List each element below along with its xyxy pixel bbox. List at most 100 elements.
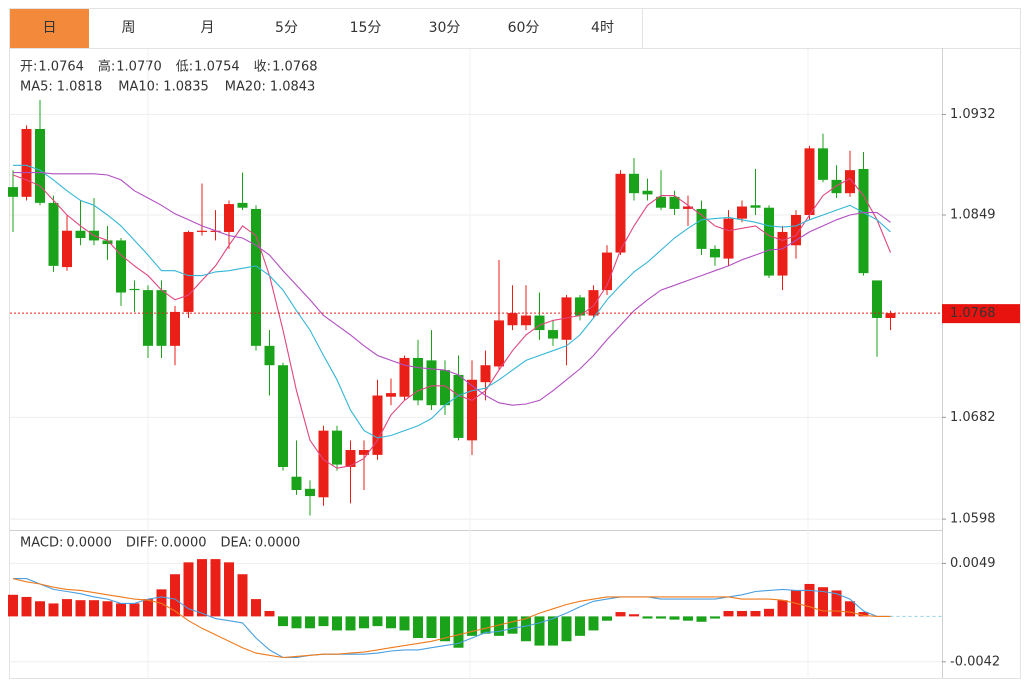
legend-text: 0.0000 <box>255 536 301 551</box>
macd-bar <box>588 616 599 631</box>
legend-text: 1.0764 <box>38 60 84 75</box>
macd-bar <box>480 616 491 634</box>
macd-bar <box>858 612 869 617</box>
candle-body <box>8 187 18 197</box>
tab-label[interactable]: 5分 <box>275 20 298 36</box>
candle-body <box>399 357 410 397</box>
candle-body <box>750 205 761 208</box>
tab[interactable] <box>326 9 405 48</box>
macd-bar <box>669 616 680 620</box>
ma-line <box>13 172 891 406</box>
candle-body <box>102 240 113 245</box>
macd-bar <box>116 603 126 617</box>
candle-body <box>21 128 32 197</box>
macd-bar <box>345 616 356 631</box>
candle-body <box>642 190 653 195</box>
candle-body <box>507 313 518 326</box>
candle-body <box>170 311 180 346</box>
macd-bar <box>710 616 720 619</box>
candle-body <box>858 168 869 274</box>
tab[interactable] <box>563 9 642 48</box>
legend-text: DEA: <box>221 536 252 551</box>
macd-bar <box>75 600 86 617</box>
tab[interactable] <box>168 9 247 48</box>
candle-body <box>818 148 828 180</box>
candle-body <box>75 230 86 239</box>
macd-bar <box>89 600 99 617</box>
macd-bar <box>507 616 518 634</box>
tab[interactable] <box>247 9 326 48</box>
tab[interactable] <box>10 9 89 48</box>
macd-bar <box>224 562 234 617</box>
tab-label[interactable]: 日 <box>43 20 57 36</box>
candle-body <box>872 280 882 318</box>
candle-body <box>129 288 140 291</box>
candle-body <box>116 240 126 293</box>
tab-label[interactable]: 60分 <box>508 20 540 36</box>
y-tick-label: 1.0682 <box>950 410 996 425</box>
legend-text: 高: <box>98 59 115 75</box>
y-tick-label: 1.0932 <box>950 107 996 122</box>
candle-body <box>359 450 369 455</box>
macd-bar <box>102 601 113 617</box>
ma-line <box>12 174 892 469</box>
candle-body <box>372 395 383 455</box>
tab-label[interactable]: 30分 <box>429 20 461 36</box>
candle-body <box>197 230 207 232</box>
candle-body <box>345 450 356 467</box>
candle-body <box>656 196 666 208</box>
legend-text: 1.0843 <box>270 80 316 95</box>
macd-bar <box>251 599 261 617</box>
macd-bar <box>237 574 248 617</box>
macd-bar <box>521 616 531 642</box>
y-tick-label: -0.0042 <box>950 654 1000 669</box>
candle-body <box>791 214 801 246</box>
tab[interactable] <box>484 9 563 48</box>
candle-body <box>683 206 693 209</box>
candle-body <box>575 297 585 316</box>
candle-body <box>696 208 707 249</box>
candle-body <box>237 202 248 208</box>
macd-line <box>13 578 891 659</box>
candle-body <box>534 315 545 331</box>
macd-bar <box>278 616 288 627</box>
candle-body <box>737 206 747 219</box>
tab-label[interactable]: 月 <box>201 20 215 36</box>
candle-body <box>453 374 464 438</box>
macd-bar <box>656 616 666 619</box>
macd-bar <box>305 616 315 629</box>
macd-bar <box>413 616 423 639</box>
last-price-label: 1.0768 <box>950 306 996 321</box>
candle-body <box>494 320 504 367</box>
tab-label[interactable]: 15分 <box>350 20 382 36</box>
legend-text: DIFF: <box>126 536 158 551</box>
y-tick-label: 1.0598 <box>950 512 996 527</box>
tab-label[interactable]: 4时 <box>591 20 614 36</box>
macd-bar <box>737 610 747 617</box>
candle-body <box>62 230 72 268</box>
legend-text: MA5: <box>20 80 53 95</box>
macd-bar <box>764 608 774 617</box>
tab[interactable] <box>405 9 484 48</box>
candle-body <box>264 345 275 366</box>
ma-line <box>13 164 891 439</box>
tab[interactable] <box>89 9 168 48</box>
macd-bar <box>696 616 707 622</box>
candle-body <box>386 393 396 397</box>
tab-label[interactable]: 周 <box>122 20 136 36</box>
macd-bar <box>386 616 396 629</box>
y-tick-label: 0.0049 <box>950 556 996 571</box>
candle-body <box>629 173 639 194</box>
legend-text: 1.0768 <box>272 60 318 75</box>
candle-body <box>588 290 599 316</box>
macd-bar <box>48 603 59 617</box>
legend-text: 收: <box>254 60 271 75</box>
candle-body <box>318 430 329 498</box>
legend-text: 0.0000 <box>161 536 207 551</box>
macd-bar <box>750 610 761 617</box>
candle-body <box>723 218 734 259</box>
last-price-box <box>942 304 1020 324</box>
legend-text: 开: <box>20 60 37 75</box>
